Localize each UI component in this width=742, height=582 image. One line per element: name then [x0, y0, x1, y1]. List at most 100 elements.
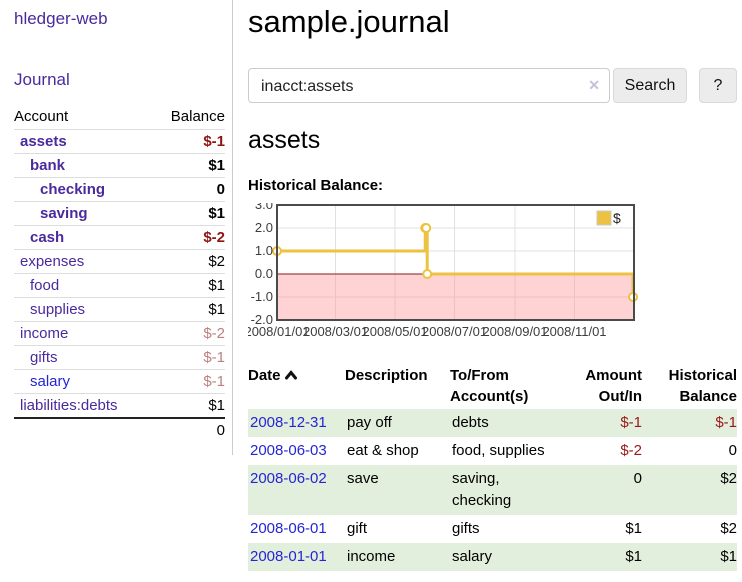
sidebar-account-link[interactable]: income: [20, 325, 69, 342]
table-row: 2008-12-31 pay off debts $-1 $-1: [248, 409, 737, 437]
chart-canvas: $3.0 2.0 1.0 0.0 -1.0 -2.02008/01/012008/03/0…: [244, 197, 639, 339]
sidebar-item-journal[interactable]: Journal: [14, 70, 70, 89]
register-date-cell: 2008-01-01: [248, 543, 345, 571]
y-axis-tick-label: -2.0: [251, 312, 273, 327]
register-accounts-cell: salary: [452, 548, 493, 565]
accounts-total-row: 0: [14, 417, 225, 442]
account-name-cell: saving: [14, 201, 153, 226]
data-point-marker: [422, 269, 433, 279]
register-description-cell: income: [347, 548, 396, 565]
register-accounts-cell: food, supplies: [452, 442, 545, 459]
historical-balance-chart: $3.0 2.0 1.0 0.0 -1.0 -2.0 2008/01/01 2008/03/0…: [244, 197, 742, 343]
account-row: assets $-1: [14, 129, 225, 154]
account-balance: $1: [152, 393, 225, 419]
account-row: checking 0: [14, 177, 225, 202]
register-balance-cell: $2: [720, 520, 737, 537]
x-axis-tick-label: 2008/03/01: [303, 324, 368, 339]
page-title: sample.journal: [248, 4, 450, 39]
sidebar-account-link[interactable]: checking: [40, 181, 106, 198]
register-description-cell: gift: [347, 520, 368, 537]
account-balance: $1: [152, 273, 225, 298]
account-page-title: assets: [248, 126, 321, 154]
register-amount-cell: $1: [625, 520, 642, 537]
register-header-amount: Amount Out/In: [585, 367, 642, 405]
register-accounts-cell: debts: [452, 414, 489, 431]
search-form: ✕ Search ?: [248, 68, 742, 103]
register-accounts-cell: gifts: [452, 520, 480, 537]
accounts-header-account: Account: [14, 104, 153, 130]
sidebar-account-link[interactable]: liabilities:debts: [20, 397, 118, 414]
account-name-cell: supplies: [14, 297, 153, 322]
table-row: 2008-01-01 income salary $1 $1: [248, 543, 737, 571]
table-row: 2008-06-01 gift gifts $1 $2: [248, 515, 737, 543]
account-name-cell: gifts: [14, 345, 153, 370]
data-point-marker: [421, 223, 432, 233]
account-balance: $-2: [152, 321, 225, 346]
sidebar-account-link[interactable]: expenses: [20, 253, 85, 270]
plot-border: [276, 204, 635, 321]
account-balance: $1: [152, 153, 225, 178]
chart-label: Historical Balance:: [248, 177, 384, 194]
search-input[interactable]: [259, 72, 583, 101]
y-axis-tick-label: 0.0: [255, 266, 273, 281]
app-brand-link[interactable]: hledger-web: [14, 9, 108, 28]
x-axis-tick-label: 2008/05/01: [362, 324, 427, 339]
account-name-cell: expenses: [14, 249, 153, 274]
sidebar-account-link[interactable]: assets: [20, 133, 67, 150]
account-name-cell: cash: [14, 225, 153, 250]
sidebar-account-link[interactable]: bank: [30, 157, 66, 174]
accounts-table: Account Balance assets $-1 bank $1 checking 0…: [14, 104, 225, 442]
register-amount-cell: $1: [625, 548, 642, 565]
help-button[interactable]: ?: [699, 68, 737, 103]
register-balance-cell: 0: [728, 442, 737, 459]
sidebar-account-link[interactable]: gifts: [30, 349, 58, 366]
account-name-cell: liabilities:debts: [14, 393, 153, 419]
transaction-date-link[interactable]: 2008-12-31: [250, 414, 327, 431]
x-axis-tick-label: 2008/07/01: [422, 324, 487, 339]
transaction-date-link[interactable]: 2008-06-01: [250, 520, 327, 537]
table-row: 2008-06-03 eat & shop food, supplies $-2 0: [248, 437, 737, 465]
transaction-date-link[interactable]: 2008-06-02: [250, 470, 327, 487]
account-balance: $-1: [152, 345, 225, 370]
accounts-total-spacer: [14, 417, 153, 442]
account-balance: $1: [152, 201, 225, 226]
x-axis-tick-label: 2008/11/01: [542, 324, 606, 339]
account-balance: 0: [152, 177, 225, 202]
register-date-cell: 2008-06-01: [248, 515, 345, 543]
sidebar-account-link[interactable]: salary: [30, 373, 71, 390]
transaction-date-link[interactable]: 2008-01-01: [250, 548, 327, 565]
sort-ascending-icon: [284, 370, 297, 380]
account-balance: $-2: [152, 225, 225, 250]
transaction-date-link[interactable]: 2008-06-03: [250, 442, 327, 459]
register-header-date-label: Date: [248, 367, 281, 384]
clear-search-icon[interactable]: ✕: [588, 77, 600, 93]
x-axis-tick-label: 2008/09/01: [482, 324, 547, 339]
account-balance: $-1: [152, 369, 225, 394]
sidebar: hledger-web Journal Account Balance asse…: [0, 0, 233, 455]
sidebar-account-link[interactable]: saving: [40, 205, 88, 222]
sidebar-account-link[interactable]: food: [30, 277, 60, 294]
register-accounts-cell: saving, checking: [452, 470, 512, 509]
register-date-cell: 2008-06-03: [248, 437, 345, 465]
register-header-row: Date Description To/From Account(s) Amou…: [248, 363, 737, 409]
accounts-header-balance: Balance: [152, 104, 225, 130]
account-balance: $1: [152, 297, 225, 322]
account-row: bank $1: [14, 153, 225, 178]
y-axis-tick-label: 3.0: [255, 203, 273, 212]
sidebar-account-link[interactable]: supplies: [30, 301, 86, 318]
legend-swatch: [596, 210, 612, 226]
sidebar-account-link[interactable]: cash: [30, 229, 65, 246]
accounts-total-balance: 0: [152, 417, 225, 442]
account-name-cell: assets: [14, 129, 153, 154]
y-axis-tick-label: -1.0: [251, 289, 273, 304]
register-balance-cell: $1: [720, 548, 737, 565]
account-row: income $-2: [14, 321, 225, 346]
account-row: expenses $2: [14, 249, 225, 274]
register-description-cell: eat & shop: [347, 442, 419, 459]
negative-region-shading: [277, 274, 634, 320]
register-header-date[interactable]: Date: [248, 363, 345, 409]
search-button[interactable]: Search: [613, 68, 687, 103]
accounts-header-row: Account Balance: [14, 104, 225, 130]
account-row: food $1: [14, 273, 225, 298]
account-row: salary $-1: [14, 369, 225, 394]
